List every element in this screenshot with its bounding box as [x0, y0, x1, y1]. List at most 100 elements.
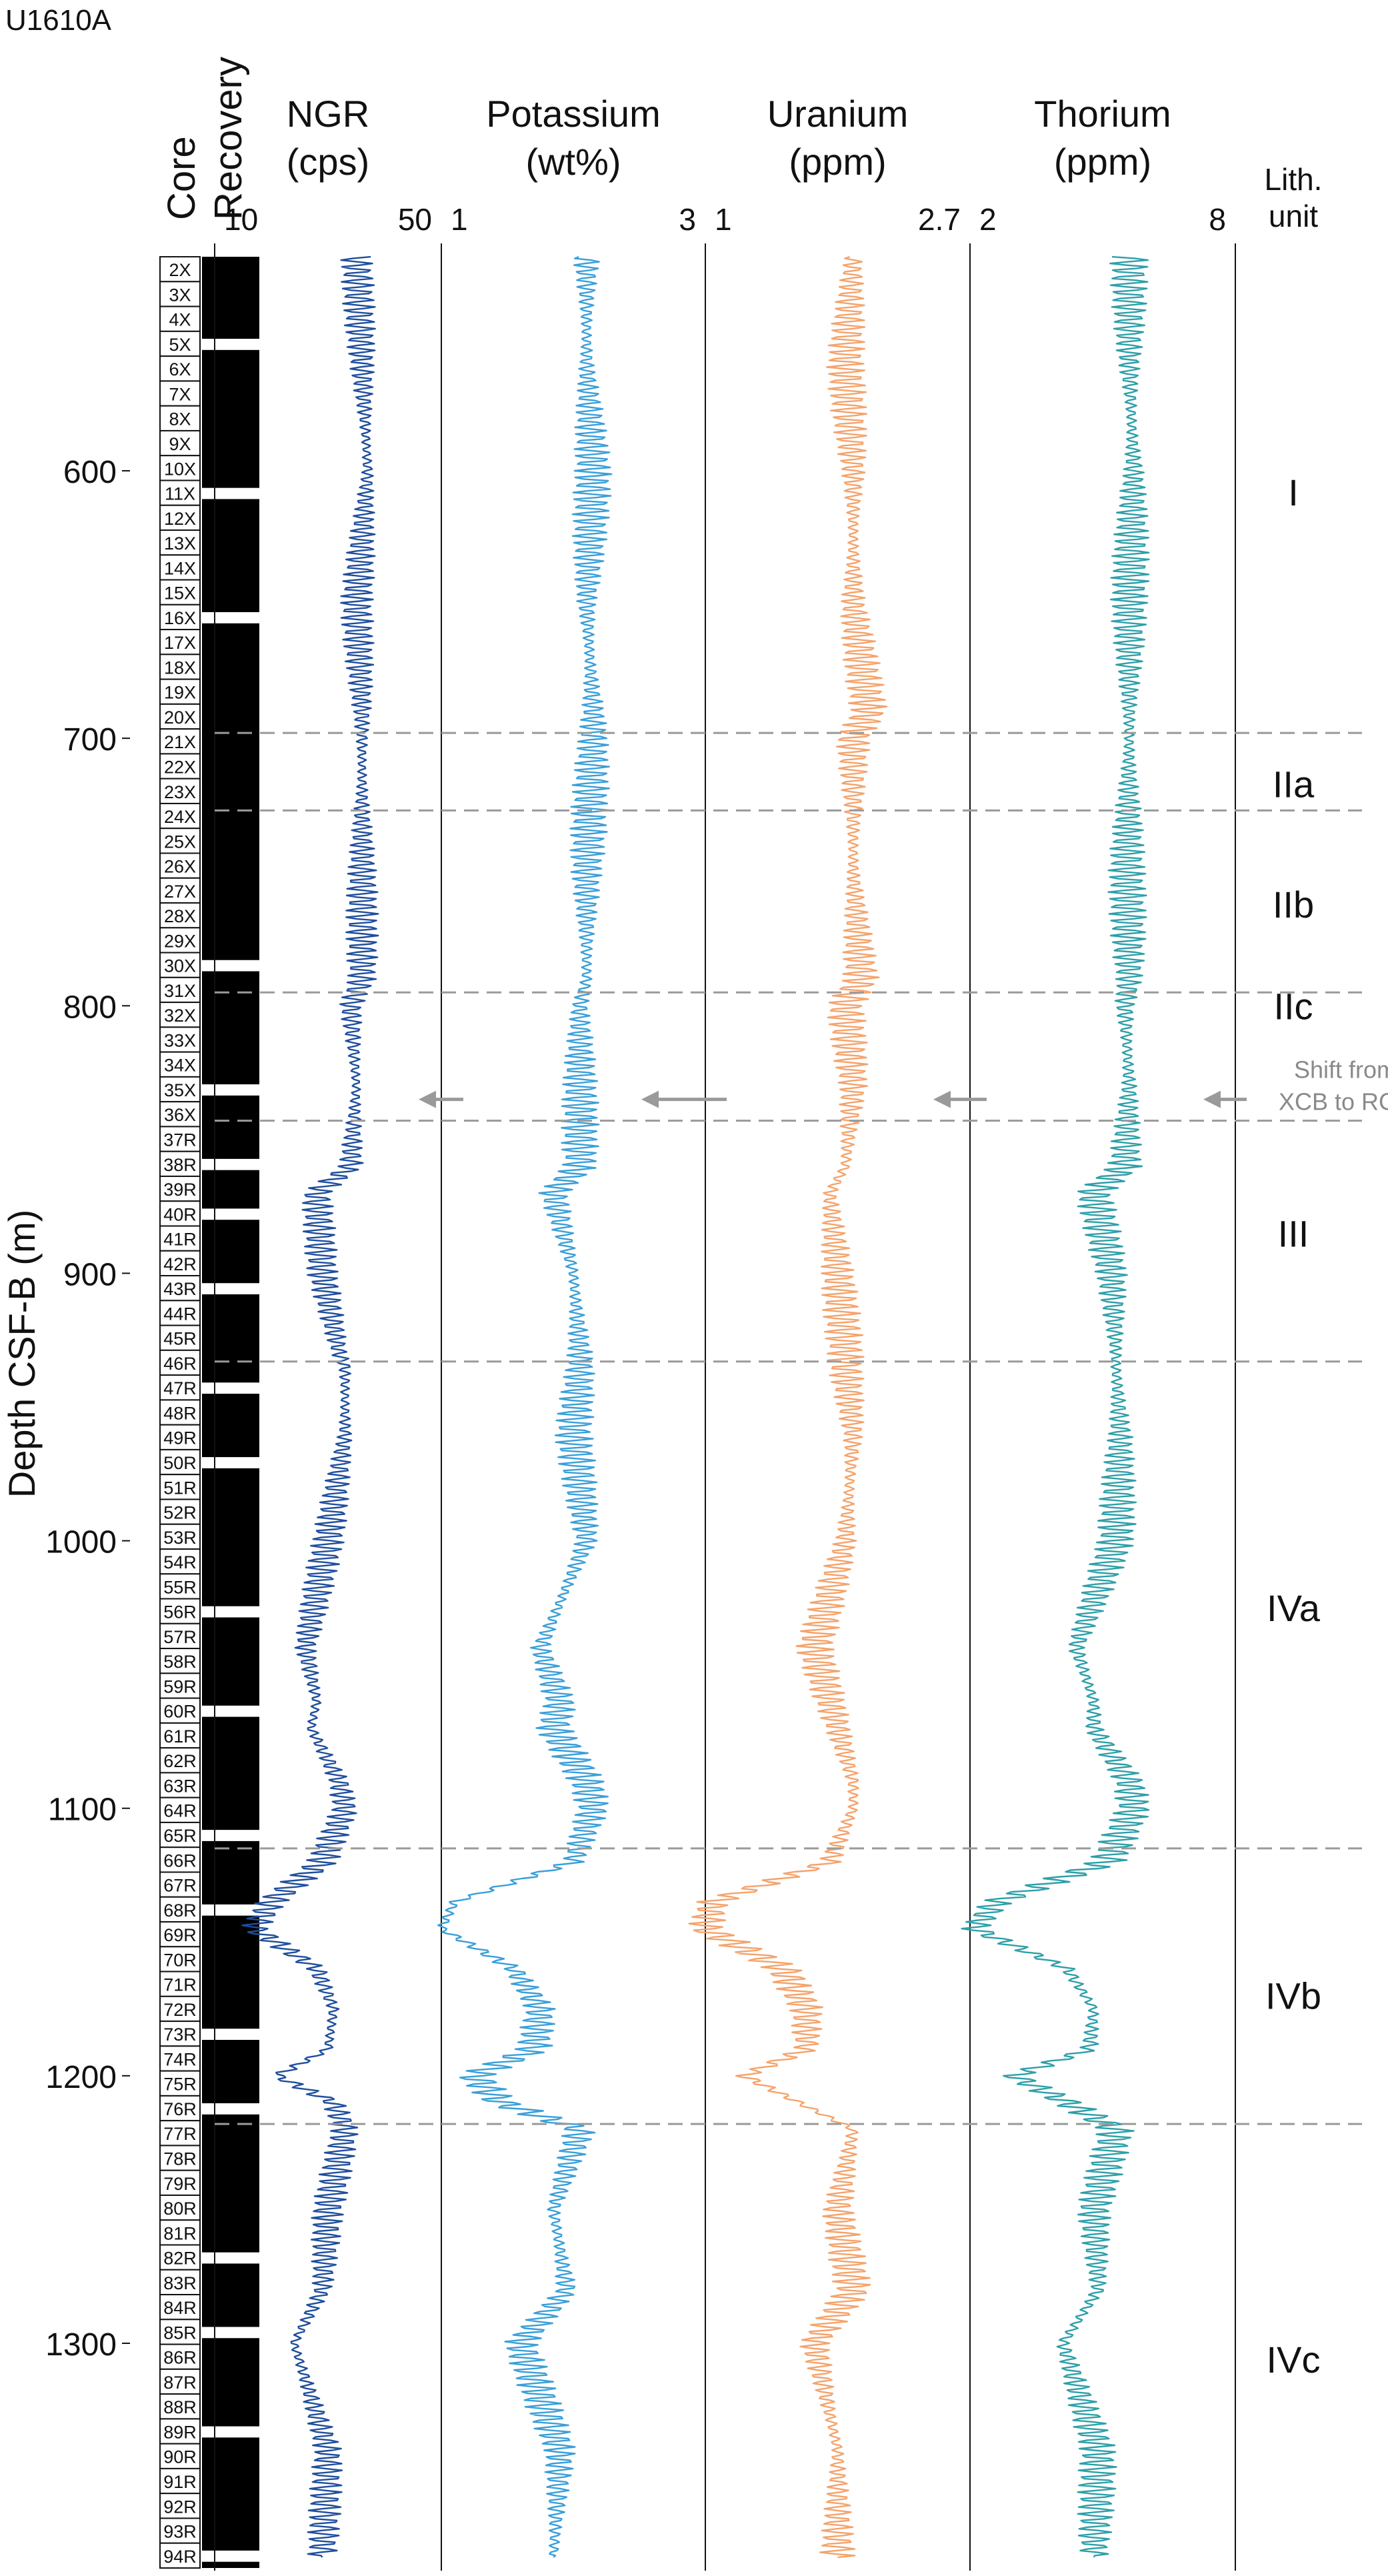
lith-unit-label: IIa	[1273, 763, 1315, 805]
core-label: 84R	[163, 2298, 197, 2318]
core-label: 19X	[164, 683, 196, 703]
arrow-head	[933, 1090, 951, 1108]
core-label: 56R	[163, 1602, 197, 1622]
core-cell	[159, 2368, 201, 2395]
site-title: U1610A	[5, 4, 112, 37]
core-label: 72R	[163, 2000, 197, 2020]
core-label: 10X	[164, 459, 196, 479]
core-label: 22X	[164, 757, 196, 777]
recovery-gap	[202, 960, 259, 972]
y-tick-label: 800	[63, 990, 117, 1025]
track-axis-max-label: 50	[398, 202, 432, 237]
recovery-gap	[202, 1283, 259, 1294]
core-cell	[159, 703, 201, 730]
y-tick-label: 700	[63, 722, 117, 758]
core-label: 66R	[163, 1850, 197, 1870]
track-unit: (wt%)	[525, 141, 621, 183]
core-cell	[159, 1200, 201, 1227]
core-label: 70R	[163, 1950, 197, 1970]
recovery-gap	[202, 339, 259, 350]
core-cell	[159, 1349, 201, 1376]
core-cell	[159, 902, 201, 929]
core-label: 46R	[163, 1354, 197, 1374]
core-label: 57R	[163, 1627, 197, 1647]
y-tick-label: 1200	[45, 2060, 117, 2095]
core-label: 17X	[164, 633, 196, 653]
core-label: 3X	[169, 285, 191, 305]
core-cell	[159, 1424, 201, 1450]
track-axis-min-label: 1	[715, 202, 732, 237]
core-label: 6X	[169, 359, 191, 379]
core-cell	[159, 1498, 201, 1525]
core-label: 27X	[164, 882, 196, 902]
lith-unit-column: Lith. unit I IIa IIb IIc III IVa IVb IVc	[1265, 162, 1323, 2381]
bit-change-annotation: Shift from XCB to RCB	[215, 1056, 1388, 1122]
recovery-gap	[202, 1382, 259, 1394]
core-cell	[159, 952, 201, 978]
core-cell	[159, 1324, 201, 1351]
shift-annotation-label: Shift from	[1294, 1056, 1388, 1084]
core-cell	[159, 1573, 201, 1600]
core-cell	[159, 1225, 201, 1252]
core-label: 80R	[163, 2199, 197, 2219]
y-tick-label: 1000	[45, 1525, 117, 1560]
core-cell	[159, 1399, 201, 1426]
log-trace-uranium	[688, 255, 888, 2559]
y-axis-label: Depth CSF-B (m)	[1, 1210, 43, 1498]
core-label: 53R	[163, 1528, 197, 1548]
track-axis-max-label: 2.7	[918, 202, 961, 237]
core-label: 16X	[164, 608, 196, 628]
core-label: 78R	[163, 2149, 197, 2169]
core-label: 45R	[163, 1329, 197, 1349]
core-cell	[159, 802, 201, 830]
core-cell	[159, 1648, 201, 1674]
core-cell	[159, 256, 201, 283]
core-label: 88R	[163, 2397, 197, 2417]
core-label: 38R	[163, 1155, 197, 1175]
recovery-gap	[202, 1158, 259, 1170]
core-label: 31X	[164, 981, 196, 1001]
core-label: 42R	[163, 1254, 197, 1274]
core-cell	[159, 2542, 201, 2569]
core-label: 64R	[163, 1801, 197, 1821]
arrow-head	[1203, 1090, 1221, 1108]
core-cell	[159, 2021, 201, 2047]
recovery-gap	[202, 487, 259, 499]
core-cell	[159, 1871, 201, 1898]
core-label: 26X	[164, 857, 196, 877]
log-trace-potassium	[437, 255, 613, 2558]
recovery-gap	[202, 1705, 259, 1717]
recovery-column-header: Recovery	[207, 57, 250, 220]
unit-boundaries	[215, 732, 1362, 2125]
core-label: 74R	[163, 2049, 197, 2069]
core-label: 69R	[163, 1925, 197, 1945]
track-axis-max-label: 8	[1209, 202, 1226, 237]
lith-unit-label: IVb	[1265, 1975, 1321, 2017]
core-label: 79R	[163, 2174, 197, 2194]
core-label: 29X	[164, 931, 196, 951]
recovery-gap	[202, 1208, 259, 1220]
core-cell	[159, 1026, 201, 1053]
core-cell	[159, 579, 201, 605]
track-title: Potassium	[486, 93, 660, 135]
core-label: 34X	[164, 1056, 196, 1076]
core-label: 23X	[164, 782, 196, 802]
track-title: Thorium	[1034, 93, 1171, 135]
core-label: 8X	[169, 409, 191, 429]
core-label: 9X	[169, 434, 191, 454]
lith-unit-label: IVc	[1267, 2339, 1321, 2381]
log-trace-ngr	[241, 255, 379, 2558]
core-cell	[159, 678, 201, 705]
core-cell	[159, 1051, 201, 1078]
lith-header-line2: unit	[1269, 199, 1318, 233]
core-label: 5X	[169, 335, 191, 355]
core-cell	[159, 603, 201, 631]
core-cell	[159, 1300, 201, 1326]
core-cell	[159, 1821, 201, 1848]
core-cell	[159, 728, 201, 755]
core-label: 94R	[163, 2547, 197, 2567]
core-label: 76R	[163, 2099, 197, 2119]
core-label: 48R	[163, 1403, 197, 1423]
core-cell	[159, 429, 201, 457]
recovery-gap	[202, 2252, 259, 2264]
